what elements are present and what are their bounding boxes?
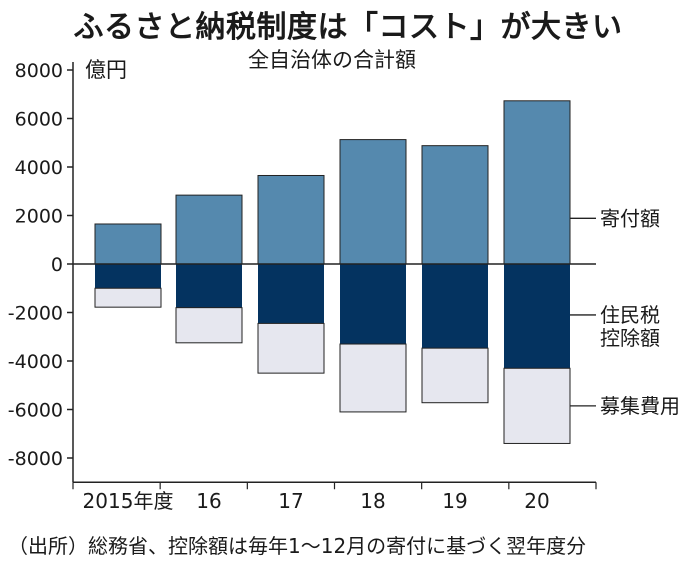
x-category-label: 20 — [524, 489, 549, 513]
y-tick-label: 2000 — [15, 206, 63, 228]
chart-subtitle: 全自治体の合計額 — [248, 48, 416, 72]
bar-costs — [503, 367, 571, 444]
y-tick-label: 4000 — [15, 157, 63, 179]
bar-tax-deduction — [258, 264, 324, 324]
y-tick-label: 6000 — [15, 109, 63, 131]
y-tick-label: 8000 — [15, 60, 63, 82]
x-category-label: 19 — [442, 489, 467, 513]
bar-tax-deduction — [176, 264, 242, 308]
bar-costs — [421, 347, 489, 404]
y-tick-label: -2000 — [8, 303, 63, 325]
bar-donation — [503, 100, 571, 265]
bar-donation — [94, 223, 162, 265]
chart-title: ふるさと納税制度は「コスト」が大きい — [73, 10, 623, 45]
y-tick-label: -4000 — [8, 351, 63, 373]
y-tick-label: -8000 — [8, 448, 63, 470]
legend-label-tax-deduction: 住民税控除額 — [600, 303, 660, 350]
x-category-label: 16 — [196, 489, 221, 513]
bar-costs — [175, 307, 243, 344]
bar-tax-deduction — [340, 264, 406, 345]
bar-donation — [339, 139, 407, 265]
bar-tax-deduction — [95, 264, 161, 289]
bar-donation — [175, 194, 243, 265]
bar-tax-deduction — [504, 264, 570, 369]
bar-costs — [94, 287, 162, 308]
bar-costs — [257, 322, 325, 374]
bar-tax-deduction — [422, 264, 488, 349]
x-category-label: 2015年度 — [83, 489, 174, 513]
source-note: （出所）総務省、控除額は毎年1～12月の寄付に基づく翌年度分 — [8, 534, 587, 558]
bar-donation — [421, 145, 489, 265]
bar-costs — [339, 343, 407, 413]
bar-donation — [257, 174, 325, 265]
x-category-label: 17 — [278, 489, 303, 513]
y-axis-unit-label: 億円 — [85, 58, 127, 82]
y-tick-label: -6000 — [8, 400, 63, 422]
legend-label-donation: 寄付額 — [600, 206, 660, 230]
y-tick-label: 0 — [51, 254, 63, 276]
x-category-label: 18 — [360, 489, 385, 513]
legend-label-costs: 募集費用 — [600, 394, 680, 418]
